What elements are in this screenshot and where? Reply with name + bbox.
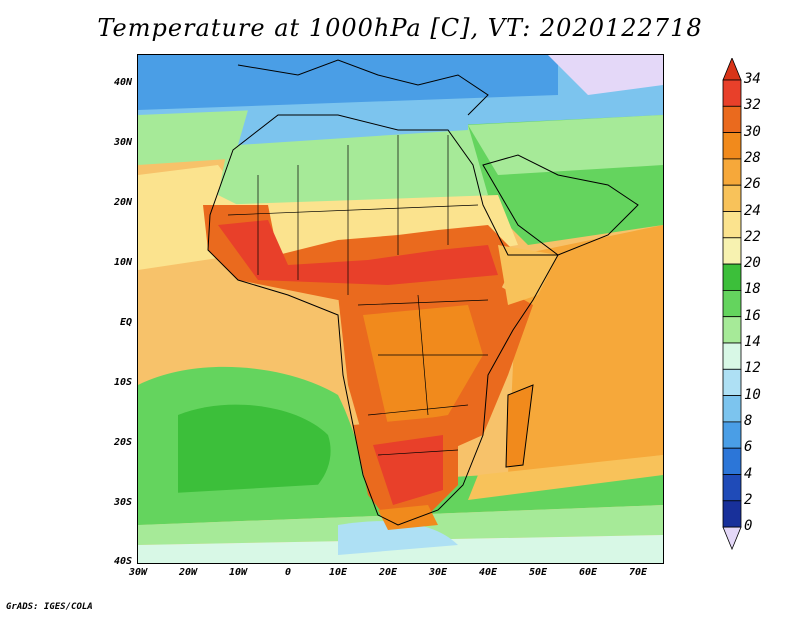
lon-tick-label: 30W: [128, 567, 148, 578]
europe-coastline: [237, 59, 489, 116]
indian-ocean-south: [468, 455, 663, 500]
africa-coastline: [207, 114, 559, 526]
colorbar-top-arrow: [722, 58, 742, 81]
colorbar-tick-label: 18: [744, 281, 761, 298]
colorbar-segment: [722, 421, 742, 449]
cape-cool-patch: [338, 521, 458, 555]
colorbar-segment: [722, 132, 742, 160]
colorbar-segment: [722, 211, 742, 239]
madagascar-outline: [505, 384, 534, 468]
lat-tick-label: 40S: [113, 556, 132, 567]
colorbar-tick-label: 34: [744, 71, 761, 87]
lat-tick-label: 20S: [113, 437, 132, 448]
temperature-map: [137, 54, 664, 564]
lat-tick-label: EQ: [119, 317, 132, 328]
colorbar-segment: [722, 263, 742, 291]
kalahari-hot: [373, 435, 443, 505]
colorbar-tick-label: 24: [744, 202, 761, 219]
west-africa-hottest: [218, 220, 498, 285]
lat-tick-label: 40N: [113, 77, 132, 88]
colorbar-tick-label: 8: [744, 412, 753, 429]
lat-tick-label: 30S: [113, 497, 132, 508]
colorbar-tick-label: 10: [744, 386, 761, 403]
asia-cold-patch: [548, 55, 663, 95]
colorbar-segment: [722, 447, 742, 475]
mediterranean-cool: [138, 55, 558, 110]
maghreb-cool: [238, 100, 468, 145]
lat-tick-label: 10S: [113, 377, 132, 388]
cape-region: [378, 505, 438, 530]
map-title: Temperature at 1000hPa [C], VT: 20201227…: [97, 14, 703, 42]
lon-tick-label: 10W: [228, 567, 248, 578]
colorbar-segment: [722, 368, 742, 396]
lon-tick-label: 30E: [428, 567, 448, 578]
colorbar-tick-label: 28: [744, 149, 761, 166]
sahara-north: [218, 125, 488, 215]
colorbar-segment: [722, 474, 742, 502]
colorbar: [722, 58, 742, 551]
colorbar-tick-label: 12: [744, 360, 761, 377]
middle-east-light: [468, 115, 663, 175]
colorbar-tick-label: 6: [744, 439, 753, 456]
lat-tick-label: 30N: [113, 137, 132, 148]
lon-tick-label: 20W: [178, 567, 198, 578]
colorbar-segment: [722, 289, 742, 318]
colorbar-tick-label: 32: [744, 97, 761, 114]
colorbar-segment: [722, 237, 742, 265]
colorbar-segment: [722, 158, 742, 186]
colorbar-tick-label: 4: [744, 465, 753, 482]
colorbar-tick-label: 14: [744, 334, 761, 350]
horn-of-africa: [498, 245, 558, 305]
colorbar-segment: [722, 500, 742, 528]
colorbar-segment: [722, 184, 742, 212]
colorbar-segment: [722, 316, 742, 344]
lon-tick-label: 50E: [528, 567, 548, 578]
congo-basin: [363, 305, 483, 425]
lon-tick-label: 40E: [478, 567, 498, 578]
footer-credit: GrADS: IGES/COLA: [6, 602, 93, 612]
colorbar-segment: [722, 79, 742, 107]
colorbar-segment: [722, 105, 742, 133]
madagascar: [506, 385, 533, 467]
indian-ocean-warm: [508, 225, 663, 475]
south-atlantic-core: [178, 404, 331, 505]
colorbar-tick-label: 2: [744, 491, 753, 508]
lon-tick-label: 0: [284, 567, 292, 578]
colorbar-tick-label: 30: [744, 123, 761, 140]
colorbar-tick-label: 26: [744, 176, 761, 193]
lat-tick-label: 20N: [113, 197, 132, 208]
lon-tick-label: 70E: [628, 567, 648, 578]
lon-tick-label: 10E: [328, 567, 348, 578]
colorbar-tick-label: 20: [744, 255, 761, 272]
colorbar-bottom-arrow: [722, 526, 742, 551]
lon-tick-label: 60E: [578, 567, 598, 578]
lat-tick-label: 10N: [113, 257, 132, 268]
lon-tick-label: 20E: [378, 567, 398, 578]
colorbar-tick-label: 0: [744, 518, 753, 535]
country-borders: [227, 135, 489, 456]
colorbar-segment: [722, 342, 742, 370]
colorbar-segment: [722, 395, 742, 423]
colorbar-tick-label: 16: [744, 307, 761, 324]
map-canvas: [138, 55, 663, 563]
arabia-outline: [482, 154, 639, 256]
colorbar-tick-label: 22: [744, 228, 761, 245]
